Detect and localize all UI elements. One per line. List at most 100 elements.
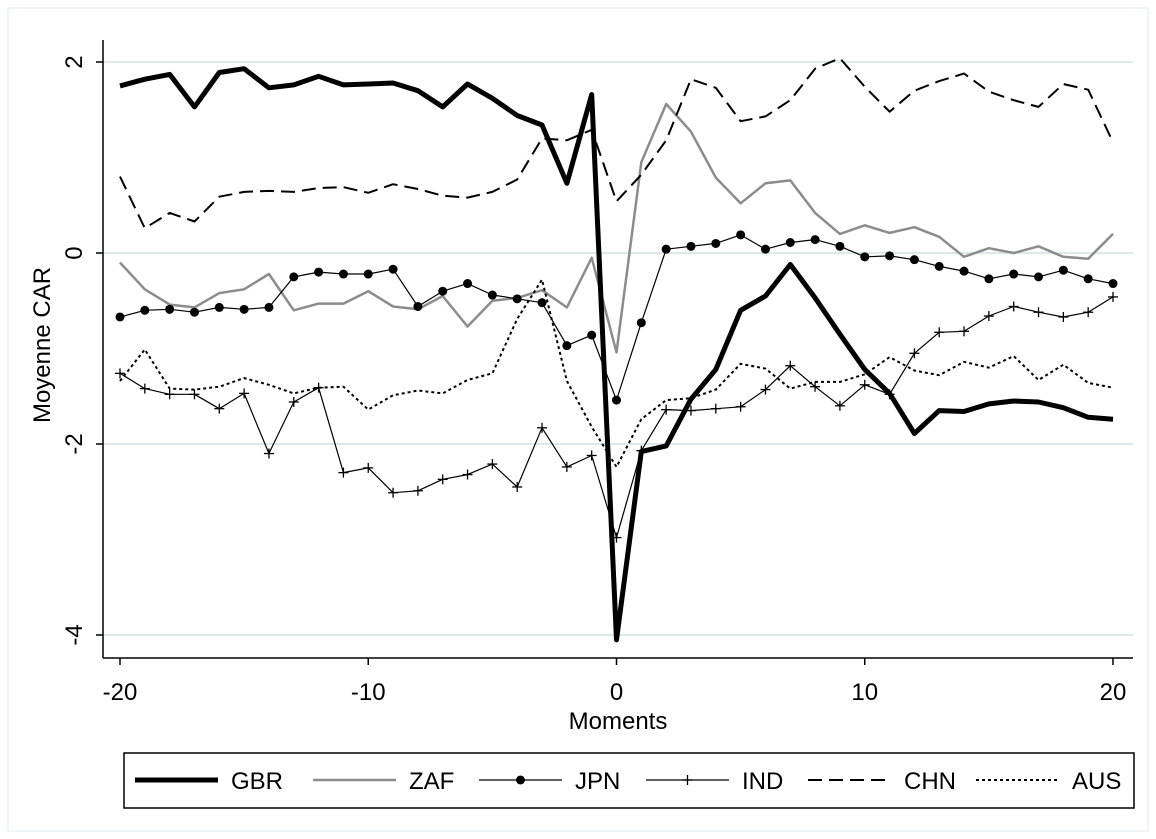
- legend-item-chn: CHN: [808, 768, 956, 795]
- series-jpn-marker: [537, 298, 547, 308]
- series-jpn-marker: [860, 252, 870, 262]
- series-jpn-marker: [587, 330, 597, 340]
- series-ind-marker: [115, 368, 125, 379]
- series-jpn-marker: [1083, 274, 1093, 284]
- series-ind-marker: [834, 400, 845, 411]
- series-jpn-marker: [810, 235, 820, 245]
- series-ind-marker: [760, 384, 771, 395]
- figure-border: [7, 7, 1149, 832]
- y-tick-label: 0: [61, 246, 88, 259]
- series-ind-marker: [1008, 301, 1019, 312]
- series-ind-marker: [239, 388, 250, 399]
- series-jpn-marker: [835, 241, 845, 251]
- series-ind-marker: [313, 382, 324, 393]
- series-jpn-marker: [512, 294, 522, 304]
- series-jpn-marker: [562, 341, 572, 351]
- series-ind-marker: [412, 485, 423, 496]
- series-jpn-marker: [165, 304, 175, 314]
- x-tick-label: 10: [851, 679, 878, 706]
- series-jpn-marker: [289, 272, 299, 282]
- series-jpn-marker: [487, 290, 497, 300]
- series-ind-marker: [214, 403, 225, 414]
- series-jpn: [115, 230, 1118, 405]
- x-tick-label: 20: [1100, 679, 1127, 706]
- series-ind-marker: [1058, 311, 1069, 322]
- series-ind-marker: [735, 401, 746, 412]
- series-ind-marker: [139, 383, 150, 394]
- series-ind-marker: [959, 326, 970, 337]
- series-jpn-marker: [438, 286, 448, 296]
- series-jpn-marker: [1034, 272, 1044, 282]
- series-ind-marker: [263, 448, 274, 459]
- x-ticks: -20 -10 0 10 20: [103, 658, 1127, 706]
- series-ind: [115, 291, 1118, 543]
- series-ind-marker: [1083, 307, 1094, 318]
- series-layer: [115, 57, 1118, 643]
- series-jpn-marker: [1009, 269, 1019, 279]
- series-jpn-marker: [934, 261, 944, 271]
- series-jpn-marker: [338, 269, 348, 279]
- series-jpn-marker: [388, 264, 398, 274]
- series-line-gbr: [119, 66, 1114, 643]
- series-ind-marker: [388, 487, 399, 498]
- legend-label-chn: CHN: [904, 768, 956, 795]
- legend-label-jpn: JPN: [575, 768, 620, 795]
- series-jpn-marker: [463, 279, 473, 289]
- legend-label-aus: AUS: [1072, 768, 1121, 795]
- series-jpn-marker: [314, 267, 324, 277]
- series-jpn-marker: [885, 251, 895, 261]
- series-ind-marker: [437, 474, 448, 485]
- series-zaf: [119, 102, 1114, 354]
- legend-jpn-marker: [516, 775, 525, 785]
- series-jpn-marker: [760, 244, 770, 254]
- series-ind-marker: [512, 481, 523, 492]
- x-tick-label: 0: [610, 679, 623, 706]
- series-ind-marker: [537, 422, 548, 433]
- y-ticks: 2 0 -2 -4: [61, 55, 103, 646]
- series-jpn-marker: [363, 269, 373, 279]
- y-tick-label: -2: [61, 433, 88, 454]
- series-ind-marker: [909, 348, 920, 359]
- axes: [102, 40, 1133, 659]
- series-ind-marker: [1108, 291, 1118, 302]
- series-ind-marker: [586, 450, 597, 461]
- series-jpn-marker: [984, 274, 994, 284]
- series-jpn-marker: [1108, 279, 1118, 289]
- series-ind-marker: [462, 469, 473, 480]
- series-ind-marker: [487, 459, 498, 470]
- y-tick-label: 2: [61, 55, 88, 68]
- series-line-zaf: [119, 102, 1114, 354]
- x-tick-label: -20: [103, 679, 138, 706]
- y-axis-title: Moyenne CAR: [29, 267, 56, 423]
- legend: GBR ZAF JPN IND CHN AUS: [123, 752, 1135, 809]
- series-chn: [119, 57, 1114, 230]
- series-jpn-marker: [686, 241, 696, 251]
- series-line-aus: [119, 278, 1114, 468]
- series-ind-marker: [338, 467, 349, 478]
- series-ind-marker: [164, 389, 175, 400]
- series-jpn-marker: [711, 238, 721, 248]
- series-jpn-marker: [909, 255, 919, 265]
- series-ind-marker: [710, 403, 721, 414]
- series-aus: [119, 278, 1114, 468]
- legend-item-zaf: ZAF: [313, 768, 454, 795]
- series-jpn-marker: [140, 305, 150, 315]
- series-ind-marker: [785, 360, 796, 371]
- series-ind-marker: [983, 311, 994, 322]
- legend-item-gbr: GBR: [135, 768, 283, 795]
- series-jpn-marker: [736, 230, 746, 240]
- series-ind-marker: [288, 396, 299, 407]
- series-ind-marker: [1033, 307, 1044, 318]
- series-jpn-marker: [661, 244, 671, 254]
- legend-item-aus: AUS: [976, 768, 1121, 795]
- legend-label-ind: IND: [742, 768, 783, 795]
- legend-label-gbr: GBR: [231, 768, 283, 795]
- series-jpn-marker: [239, 304, 249, 314]
- legend-item-jpn: JPN: [479, 768, 620, 795]
- series-gbr: [119, 66, 1114, 643]
- series-jpn-marker: [636, 318, 646, 328]
- y-tick-label: -4: [61, 624, 88, 645]
- series-jpn-marker: [214, 302, 224, 312]
- series-ind-marker: [189, 389, 200, 400]
